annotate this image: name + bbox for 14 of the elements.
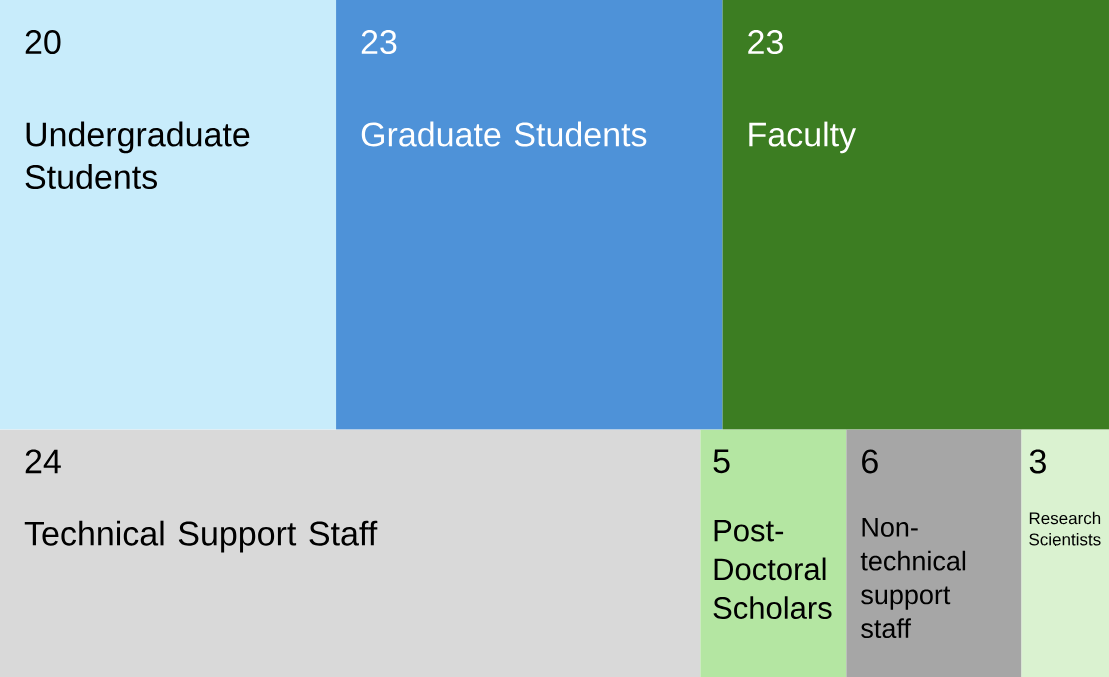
data-label: 20 bbox=[25, 29, 61, 55]
data-label: 23 bbox=[748, 29, 783, 55]
data-label: 23 bbox=[361, 29, 397, 55]
data-label: 5 bbox=[713, 449, 730, 474]
data-label: 24 bbox=[25, 449, 61, 474]
category-label: Non-technical support staff bbox=[860, 518, 966, 639]
data-label: 3 bbox=[1029, 449, 1046, 474]
category-label: Faculty bbox=[749, 121, 857, 154]
category-label: Graduate Students bbox=[361, 121, 647, 147]
category-label: Technical Support Staff bbox=[24, 520, 378, 553]
data-label: 6 bbox=[862, 449, 878, 474]
category-label: Undergraduate Students bbox=[25, 121, 250, 190]
category-label: Post-Doctoral Scholars bbox=[713, 519, 832, 620]
category-label: Research Scientists bbox=[1029, 511, 1101, 546]
